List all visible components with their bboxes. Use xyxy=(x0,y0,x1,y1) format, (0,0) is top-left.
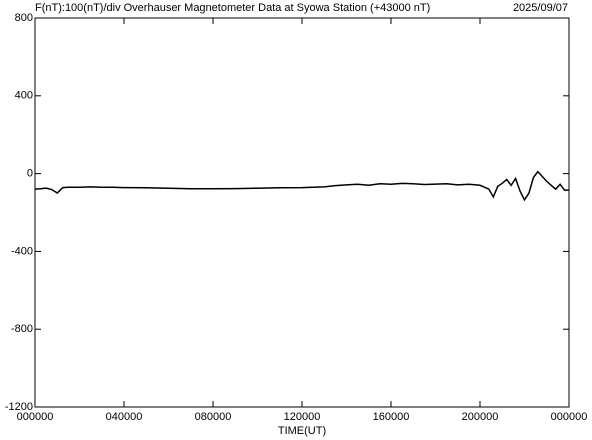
x-tick-label: 000000 xyxy=(17,411,54,423)
x-axis-label: TIME(UT) xyxy=(278,425,326,437)
x-tick-label: 200000 xyxy=(462,411,499,423)
x-tick-label: 160000 xyxy=(373,411,410,423)
chart-title: F(nT):100(nT)/div Overhauser Magnetomete… xyxy=(35,2,430,14)
y-tick-label: 400 xyxy=(15,90,33,102)
y-tick-label: 0 xyxy=(27,168,33,180)
x-tick-label: 080000 xyxy=(195,411,232,423)
x-tick-label: 040000 xyxy=(106,411,143,423)
x-tick-label: 000000 xyxy=(551,411,588,423)
y-tick-label: -400 xyxy=(11,245,33,257)
y-tick-label: -800 xyxy=(11,323,33,335)
y-tick-label: -1200 xyxy=(5,401,33,413)
y-tick-label: 800 xyxy=(15,12,33,24)
chart-date: 2025/09/07 xyxy=(513,2,568,14)
data-line xyxy=(34,170,569,202)
x-tick-label: 120000 xyxy=(284,411,321,423)
plot-frame xyxy=(34,17,570,408)
